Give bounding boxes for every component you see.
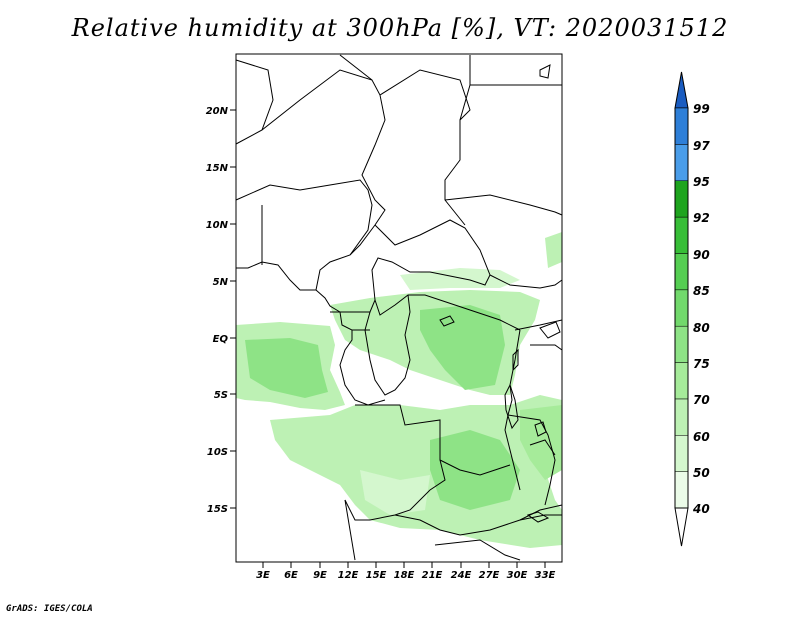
humidity-area-north xyxy=(400,268,520,290)
lat-label-20n: 20N xyxy=(206,106,229,117)
longitude-axis: 3E 6E 9E 12E 15E 18E 21E 24E 27E 30E 33E xyxy=(256,562,556,581)
colorbar-label-97: 97 xyxy=(693,139,710,153)
lon-label-33e: 33E xyxy=(535,570,556,581)
lon-label-21e: 21E xyxy=(422,570,443,581)
colorbar-label-92: 92 xyxy=(693,211,710,225)
colorbar-segment xyxy=(674,435,689,472)
colorbar-segment xyxy=(674,362,689,400)
colorbar-segment xyxy=(674,253,689,291)
humidity-area-south-core xyxy=(430,430,520,510)
colorbar: 40 50 60 70 75 80 85 90 92 95 97 99 xyxy=(674,71,710,547)
colorbar-top-arrow xyxy=(674,71,689,109)
colorbar-segment xyxy=(674,144,689,181)
colorbar-segment xyxy=(674,398,689,436)
colorbar-label-90: 90 xyxy=(693,248,710,262)
colorbar-label-40: 40 xyxy=(692,502,710,516)
colorbar-label-60: 60 xyxy=(693,430,710,444)
humidity-area-northeast xyxy=(545,232,562,268)
humidity-area-west-core xyxy=(245,338,328,398)
colorbar-segment xyxy=(674,325,689,363)
lon-label-12e: 12E xyxy=(338,570,359,581)
lon-label-18e: 18E xyxy=(394,570,415,581)
colorbar-label-99: 99 xyxy=(693,102,710,116)
colorbar-bottom-arrow xyxy=(674,507,689,547)
lat-label-5s: 5S xyxy=(214,390,228,401)
colorbar-label-75: 75 xyxy=(693,357,710,371)
lakes xyxy=(439,64,561,523)
lat-label-10s: 10S xyxy=(207,447,228,458)
humidity-area-east xyxy=(520,405,562,480)
lon-label-3e: 3E xyxy=(256,570,270,581)
lon-label-27e: 27E xyxy=(479,570,500,581)
colorbar-label-95: 95 xyxy=(693,175,710,189)
lon-label-24e: 24E xyxy=(451,570,472,581)
lat-label-5n: 5N xyxy=(213,277,229,288)
latitude-axis: 20N 15N 10N 5N EQ 5S 10S 15S xyxy=(206,106,236,515)
humidity-area-central-core xyxy=(420,305,505,390)
colorbar-segment xyxy=(674,216,689,254)
colorbar-segment xyxy=(674,107,689,145)
lon-label-30e: 30E xyxy=(507,570,528,581)
colorbar-label-70: 70 xyxy=(693,393,710,407)
lat-label-15n: 15N xyxy=(206,163,229,174)
lon-label-9e: 9E xyxy=(313,570,327,581)
lat-label-15s: 15S xyxy=(207,504,228,515)
lon-label-6e: 6E xyxy=(284,570,298,581)
lat-label-eq: EQ xyxy=(213,334,229,345)
colorbar-label-80: 80 xyxy=(693,321,710,335)
colorbar-label-50: 50 xyxy=(693,466,710,480)
credit-label: GrADS: IGES/COLA xyxy=(6,604,93,614)
humidity-shading xyxy=(236,232,562,548)
lon-label-15e: 15E xyxy=(366,570,387,581)
humidity-area-south xyxy=(270,395,562,548)
colorbar-segment xyxy=(674,180,689,218)
colorbar-segment xyxy=(674,289,689,327)
map-frame xyxy=(235,53,563,563)
lat-label-10n: 10N xyxy=(206,220,229,231)
map-title: Relative humidity at 300hPa [%], VT: 202… xyxy=(71,14,729,42)
humidity-area-angola xyxy=(360,470,430,515)
colorbar-label-85: 85 xyxy=(693,284,710,298)
colorbar-segment xyxy=(674,471,689,509)
